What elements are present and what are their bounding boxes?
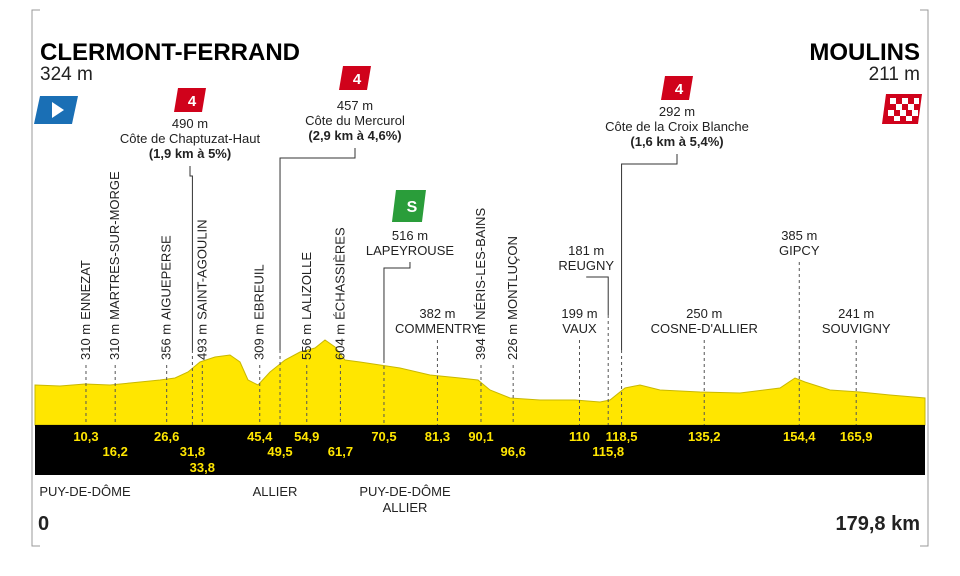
- km-label: 10,3: [73, 429, 98, 444]
- place-name: REUGNY: [558, 258, 614, 273]
- climb-category: 4: [675, 81, 684, 98]
- place-name: ÉCHASSIÈRES: [332, 227, 347, 320]
- altitude: 385 m: [781, 228, 817, 243]
- km-label: 31,8: [180, 444, 205, 459]
- km-band: [35, 425, 925, 475]
- place-label: 556 m LALIZOLLE: [299, 252, 314, 360]
- km-label: 90,1: [468, 429, 493, 444]
- altitude: 292 m: [659, 104, 695, 119]
- place-name: NÉRIS-LES-BAINS: [473, 208, 488, 320]
- climb-detail: (2,9 km à 4,6%): [308, 128, 401, 143]
- elevation-profile: [34, 339, 926, 426]
- altitude: 241 m: [838, 306, 874, 321]
- altitude: 310 m: [107, 324, 122, 360]
- altitude: 250 m: [686, 306, 722, 321]
- altitude: 382 m: [419, 306, 455, 321]
- start-altitude: 324 m: [40, 64, 93, 85]
- place-name: LAPEYROUSE: [366, 243, 454, 258]
- climb-name: Côte de la Croix Blanche: [605, 119, 749, 134]
- finish-km: 179,8 km: [835, 513, 920, 535]
- place-name: LALIZOLLE: [299, 252, 314, 320]
- climb-icon: [661, 76, 693, 100]
- altitude: 516 m: [392, 228, 428, 243]
- climb-name: Côte de Chaptuzat-Haut: [120, 131, 261, 146]
- km-label: 165,9: [840, 429, 873, 444]
- altitude: 309 m: [252, 324, 267, 360]
- sprint-icon: [391, 190, 426, 222]
- region: PUY-DE-DÔME: [359, 484, 451, 499]
- frame: [31, 9, 929, 547]
- km-label: 33,8: [190, 460, 215, 475]
- place-name: COMMENTRY: [395, 321, 480, 336]
- altitude: 493 m: [194, 324, 209, 360]
- place-name: MARTRES-SUR-MORGE: [107, 171, 122, 320]
- place-label: 604 m ÉCHASSIÈRES: [332, 227, 347, 360]
- place-name: GIPCY: [779, 243, 820, 258]
- altitude: 356 m: [159, 324, 174, 360]
- leader-line: [279, 148, 356, 350]
- km-label: 61,7: [328, 444, 353, 459]
- climb-name: Côte du Mercurol: [305, 113, 405, 128]
- place-label: 356 m AIGUEPERSE: [159, 235, 174, 360]
- region: ALLIER: [253, 484, 298, 499]
- km-label: 96,6: [501, 444, 526, 459]
- place-label: 394 m NÉRIS-LES-BAINS: [473, 208, 488, 360]
- km-label: 49,5: [267, 444, 292, 459]
- km-label: 118,5: [606, 429, 638, 444]
- leader-line: [586, 276, 609, 315]
- climb-icon: [339, 66, 371, 90]
- climb-category: 4: [353, 71, 362, 88]
- leader-line: [383, 262, 411, 360]
- leader-line: [189, 166, 193, 350]
- altitude: 604 m: [332, 324, 347, 360]
- altitude: 394 m: [473, 324, 488, 360]
- altitude: 310 m: [78, 324, 93, 360]
- climb-detail: (1,6 km à 5,4%): [630, 134, 723, 149]
- place-name: VAUX: [562, 321, 597, 336]
- place-label: 310 m MARTRES-SUR-MORGE: [107, 171, 122, 360]
- place-label: 493 m SAINT-AGOULIN: [194, 219, 209, 360]
- place-name: AIGUEPERSE: [159, 235, 174, 320]
- start-km: 0: [38, 513, 49, 535]
- finish-flag: [882, 94, 922, 124]
- start-name: CLERMONT-FERRAND: [40, 39, 300, 66]
- altitude: 226 m: [505, 324, 520, 360]
- altitude: 199 m: [561, 306, 597, 321]
- km-label: 45,4: [247, 429, 273, 444]
- altitude: 556 m: [299, 324, 314, 360]
- km-label: 81,3: [425, 429, 450, 444]
- km-label: 110: [569, 429, 590, 444]
- km-label: 70,5: [371, 429, 396, 444]
- finish-altitude: 211 m: [869, 64, 920, 85]
- place-label: 310 m ENNEZAT: [78, 260, 93, 360]
- place-name: EBREUIL: [252, 264, 267, 320]
- km-label: 115,8: [592, 444, 624, 459]
- region: ALLIER: [383, 500, 428, 515]
- place-name: MONTLUÇON: [505, 236, 520, 320]
- leader-line: [621, 154, 678, 350]
- place-name: SAINT-AGOULIN: [194, 219, 209, 319]
- region: PUY-DE-DÔME: [39, 484, 131, 499]
- climb-icon: [174, 88, 206, 112]
- sprint-letter: S: [407, 199, 418, 216]
- altitude: 181 m: [568, 243, 604, 258]
- place-name: COSNE-D'ALLIER: [651, 321, 758, 336]
- climb-detail: (1,9 km à 5%): [149, 146, 231, 161]
- climb-category: 4: [188, 93, 197, 110]
- km-label: 154,4: [783, 429, 816, 444]
- km-label: 26,6: [154, 429, 179, 444]
- altitude: 457 m: [337, 98, 373, 113]
- altitude: 490 m: [172, 116, 208, 131]
- place-name: SOUVIGNY: [822, 321, 891, 336]
- place-label: 309 m EBREUIL: [252, 264, 267, 360]
- km-label: 54,9: [294, 429, 319, 444]
- km-label: 16,2: [103, 444, 128, 459]
- km-label: 135,2: [688, 429, 721, 444]
- start-flag: [34, 96, 78, 124]
- place-name: ENNEZAT: [78, 260, 93, 320]
- finish-name: MOULINS: [809, 39, 920, 66]
- place-label: 226 m MONTLUÇON: [505, 236, 520, 360]
